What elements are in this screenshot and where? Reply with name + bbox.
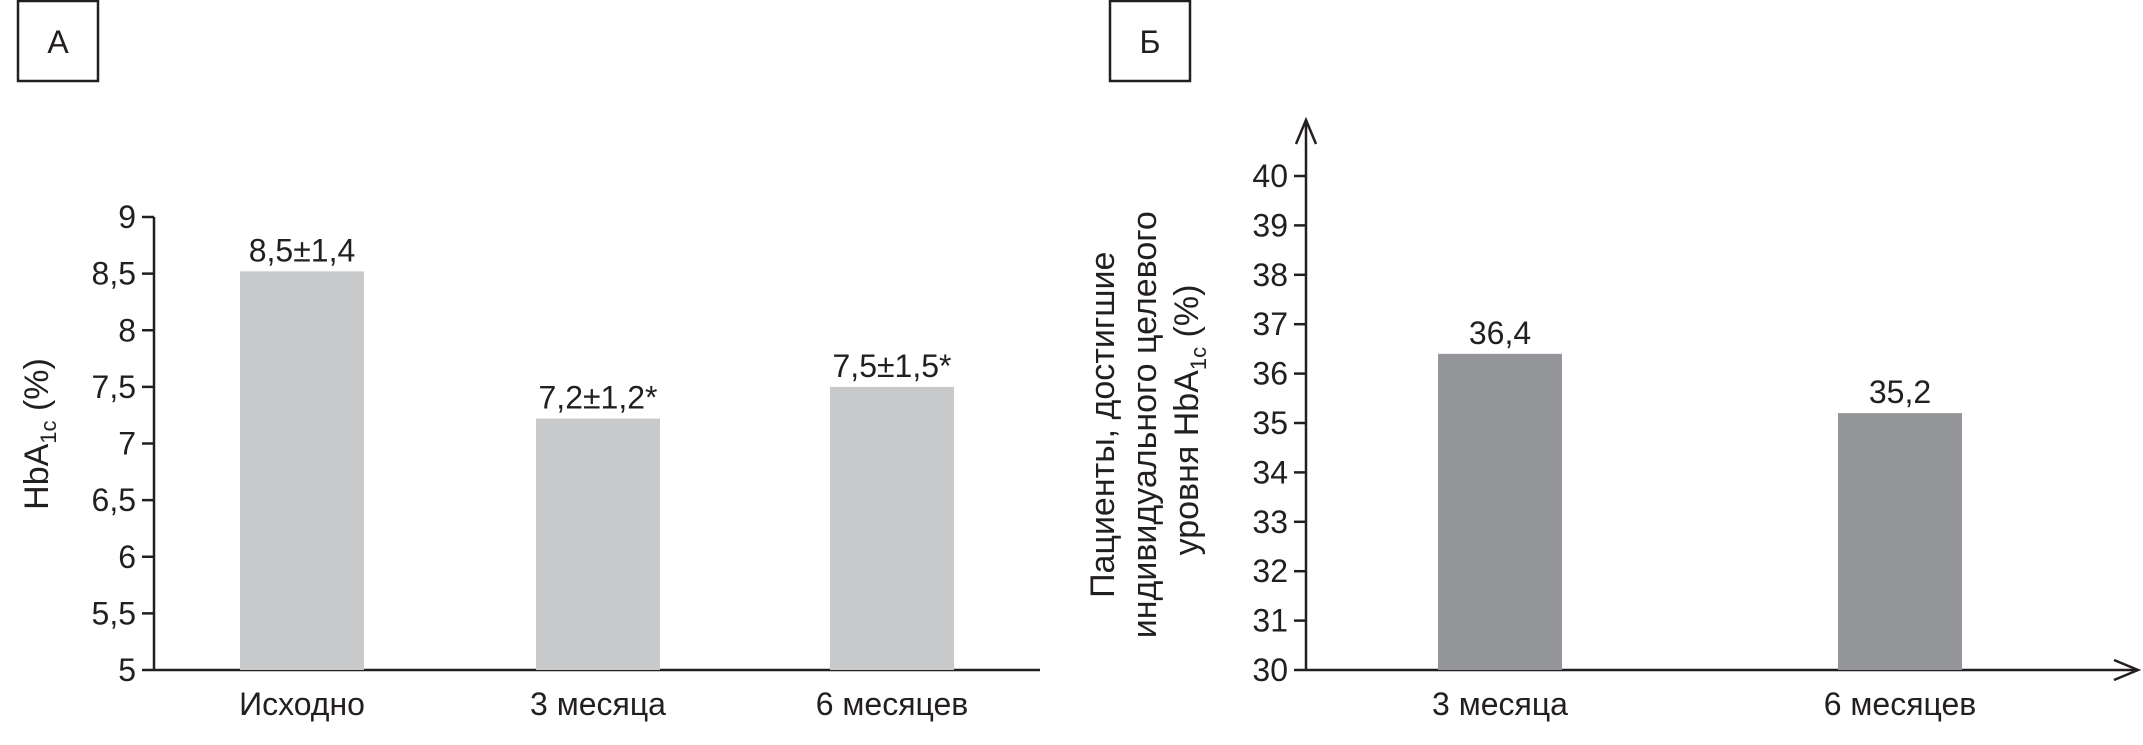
panel-b-y-tick-label: 32 bbox=[1252, 553, 1288, 589]
panel-b-data-label: 36,4 bbox=[1469, 315, 1531, 351]
panel-a-y-tick-label: 8 bbox=[118, 312, 136, 348]
panel-a-y-tick-label: 6,5 bbox=[92, 482, 136, 518]
panel-a-y-tick-label: 8,5 bbox=[92, 256, 136, 292]
panel-a-data-label: 7,5±1,5* bbox=[833, 348, 952, 384]
panel-b-y-tick-label: 30 bbox=[1252, 652, 1288, 688]
panel-b-ylabel-line2: индивидуального целевого bbox=[1126, 211, 1164, 638]
panel-b-letter-box: Б bbox=[1108, 0, 1192, 83]
panel-a-data-label: 7,2±1,2* bbox=[539, 380, 658, 416]
panel-a-ylabel-sub: 1c bbox=[36, 420, 61, 443]
panel-a-y-tick-label: 6 bbox=[118, 539, 136, 575]
panel-b-y-tick-label: 36 bbox=[1252, 356, 1288, 392]
panel-a-bar bbox=[830, 386, 954, 670]
panel-a-data-label: 8,5±1,4 bbox=[249, 232, 356, 268]
panel-b-y-tick-label: 35 bbox=[1252, 405, 1288, 441]
panel-b-ylabel-line3-tail: (%) bbox=[1168, 285, 1206, 347]
panel-b-category-label: 6 месяцев bbox=[1824, 686, 1977, 722]
panel-a-y-tick-label: 9 bbox=[118, 199, 136, 235]
panel-b-chart: Пациенты, достигшие индивидуального целе… bbox=[1084, 116, 2142, 722]
panel-a-y-tick-label: 5,5 bbox=[92, 595, 136, 631]
panel-b-y-tick-label: 40 bbox=[1252, 158, 1288, 194]
panel-b-y-axis-arrow bbox=[1294, 116, 1318, 145]
panel-b-x-axis-arrow bbox=[2113, 658, 2142, 682]
panel-a-ylabel-main: HbA bbox=[18, 443, 56, 509]
panel-a-y-tick-label: 5 bbox=[118, 652, 136, 688]
panel-b-ylabel-line1: Пациенты, достигшие bbox=[1084, 252, 1122, 598]
panel-a-y-tick-label: 7 bbox=[118, 426, 136, 462]
panel-b-y-tick-label: 31 bbox=[1252, 603, 1288, 639]
panel-b-y-tick-label: 39 bbox=[1252, 207, 1288, 243]
panel-b-y-tick-label: 33 bbox=[1252, 504, 1288, 540]
panel-b-bar bbox=[1838, 413, 1962, 670]
panel-a-letter-box: А bbox=[16, 0, 100, 83]
panel-a-ylabel-tail: (%) bbox=[18, 358, 56, 420]
panel-b-category-label: 3 месяца bbox=[1432, 686, 1568, 722]
panel-a-bar bbox=[536, 418, 660, 670]
panel-b-ylabel-line3-sub: 1c bbox=[1186, 347, 1211, 370]
panel-a-chart: HbA1c (%) 5 5,5 6 6,5 7 7,5 8 8,5 9 8,5±1,4 Исход… bbox=[18, 199, 1040, 722]
panel-a-category-label: 3 месяца bbox=[530, 686, 666, 722]
panel-b-y-tick-label: 34 bbox=[1252, 454, 1288, 490]
panel-a-bar bbox=[240, 271, 364, 670]
panel-b-y-axis-title: Пациенты, достигшие индивидуального целе… bbox=[1084, 202, 1211, 639]
panel-b-bar bbox=[1438, 353, 1562, 670]
panel-b-y-tick-label: 37 bbox=[1252, 306, 1288, 342]
panel-b-data-label: 35,2 bbox=[1869, 374, 1931, 410]
panel-b-letter: Б bbox=[1140, 24, 1161, 60]
panel-a-y-tick-label: 7,5 bbox=[92, 369, 136, 405]
panel-b-ylabel-line3-main: уровня HbA bbox=[1168, 370, 1206, 556]
panel-a-letter: А bbox=[47, 24, 69, 60]
panel-a-y-axis-title: HbA1c (%) bbox=[18, 358, 61, 510]
panel-a-category-label: 6 месяцев bbox=[816, 686, 969, 722]
panel-b-y-tick-label: 38 bbox=[1252, 257, 1288, 293]
panel-a-category-label: Исходно bbox=[239, 686, 365, 722]
